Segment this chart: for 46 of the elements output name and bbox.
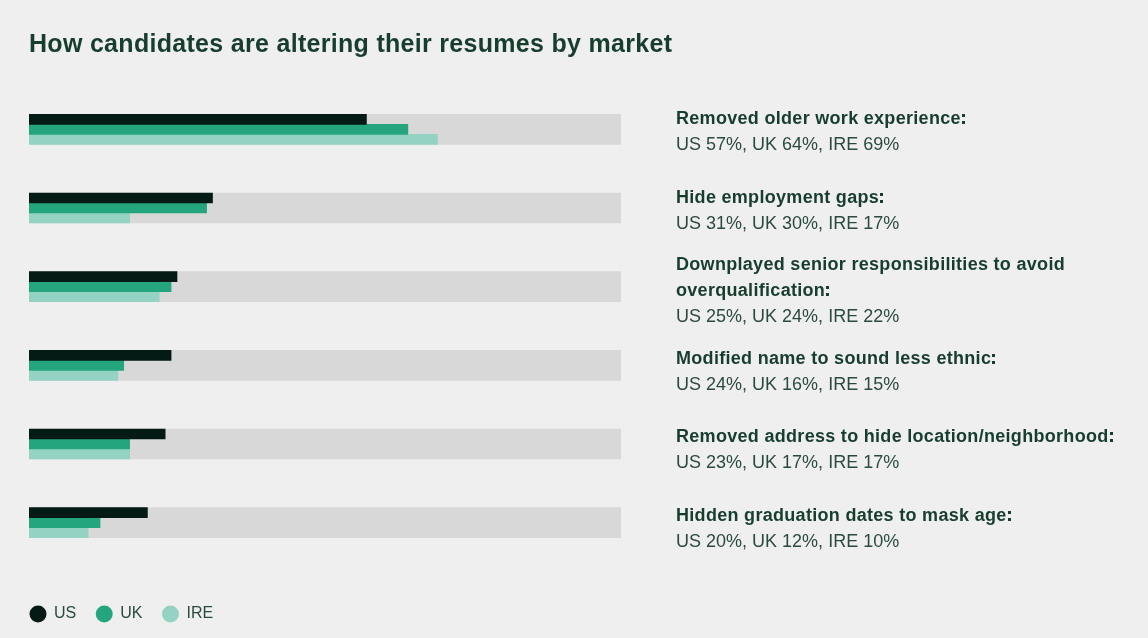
data-label: US 57%, — [676, 134, 748, 155]
legend-label: IRE — [186, 604, 214, 622]
bar — [29, 360, 125, 371]
data-label: UK 30%, — [752, 212, 824, 233]
bar — [29, 212, 130, 224]
data-label: UK 64%, — [752, 134, 824, 155]
data-label: US 24%, — [676, 373, 748, 394]
bar — [29, 192, 213, 204]
bar — [29, 527, 89, 538]
bar — [29, 281, 172, 292]
legend-label: UK — [120, 604, 143, 622]
y-tick-label: Hidden graduation dates to mask age — [676, 504, 1007, 525]
data-label: IRE 15% — [828, 373, 900, 394]
data-label: IRE 17% — [828, 452, 900, 473]
data-label: US 20%, — [676, 530, 748, 551]
bar — [29, 438, 130, 450]
bar — [29, 124, 409, 135]
bar — [29, 350, 172, 361]
data-label: US 31%, — [676, 212, 748, 233]
bar — [29, 448, 130, 460]
bar — [29, 114, 367, 125]
y-tick-label: Modified name to sound less ethnic — [676, 347, 992, 368]
y-tick-label: Hide employment gaps — [676, 186, 880, 207]
bar — [29, 271, 178, 282]
bar — [29, 134, 438, 145]
data-label: UK 17%, — [752, 452, 824, 473]
data-label: UK 24%, — [752, 306, 824, 327]
data-label: US 23%, — [676, 452, 748, 473]
data-label: IRE 69% — [828, 134, 900, 155]
bar — [29, 370, 119, 381]
bar — [29, 291, 160, 302]
y-tick-label: Removed address to hide location/neighborhood — [676, 426, 1109, 447]
data-label: IRE 22% — [828, 306, 900, 327]
y-tick-label: Downplayed senior responsibilities to avoid overqualification — [676, 254, 1065, 301]
chart-title: How candidates are altering their resumes by market — [29, 28, 673, 58]
bar — [29, 428, 166, 440]
data-label: UK 16%, — [752, 373, 824, 394]
data-label: IRE 17% — [828, 212, 900, 233]
data-label: US 25%, — [676, 306, 748, 327]
bar — [29, 517, 101, 528]
data-label: IRE 10% — [828, 530, 900, 551]
bar — [29, 507, 148, 518]
y-tick-label: Removed older work experience — [676, 108, 961, 129]
data-label: UK 12%, — [752, 530, 824, 551]
bar — [29, 202, 207, 214]
legend-label: US — [54, 604, 77, 622]
